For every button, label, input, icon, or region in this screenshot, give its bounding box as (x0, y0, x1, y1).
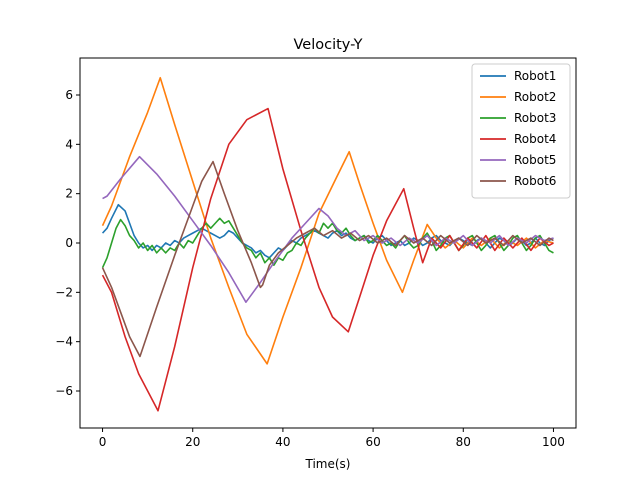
y-tick-label: −6 (55, 384, 73, 398)
y-tick-label: 6 (65, 88, 73, 102)
x-tick-label: 80 (456, 435, 471, 449)
x-axis-label: Time(s) (305, 457, 351, 471)
x-tick-label: 40 (275, 435, 290, 449)
y-tick-label: −4 (55, 335, 73, 349)
x-tick-label: 20 (185, 435, 200, 449)
series-line-robot1 (101, 203, 554, 259)
x-tick-label: 100 (542, 435, 565, 449)
legend-label: Robot3 (514, 111, 556, 125)
series-line-robot6 (101, 160, 554, 358)
y-tick-label: 2 (65, 187, 73, 201)
series-line-robot4 (101, 107, 554, 412)
y-tick-label: 0 (65, 236, 73, 250)
legend-label: Robot6 (514, 174, 556, 188)
y-tick-label: −2 (55, 285, 73, 299)
y-tick-label: 4 (65, 137, 73, 151)
legend-label: Robot5 (514, 153, 556, 167)
series-line-robot5 (102, 155, 554, 303)
legend: Robot1 Robot2 Robot3 Robot4 Robot5 Robot6 (471, 63, 571, 199)
x-tick-label: 0 (99, 435, 107, 449)
legend-label: Robot2 (514, 90, 556, 104)
legend-label: Robot1 (514, 69, 556, 83)
legend-label: Robot4 (514, 132, 556, 146)
chart-title: Velocity-Y (294, 37, 363, 53)
x-tick-label: 60 (365, 435, 380, 449)
